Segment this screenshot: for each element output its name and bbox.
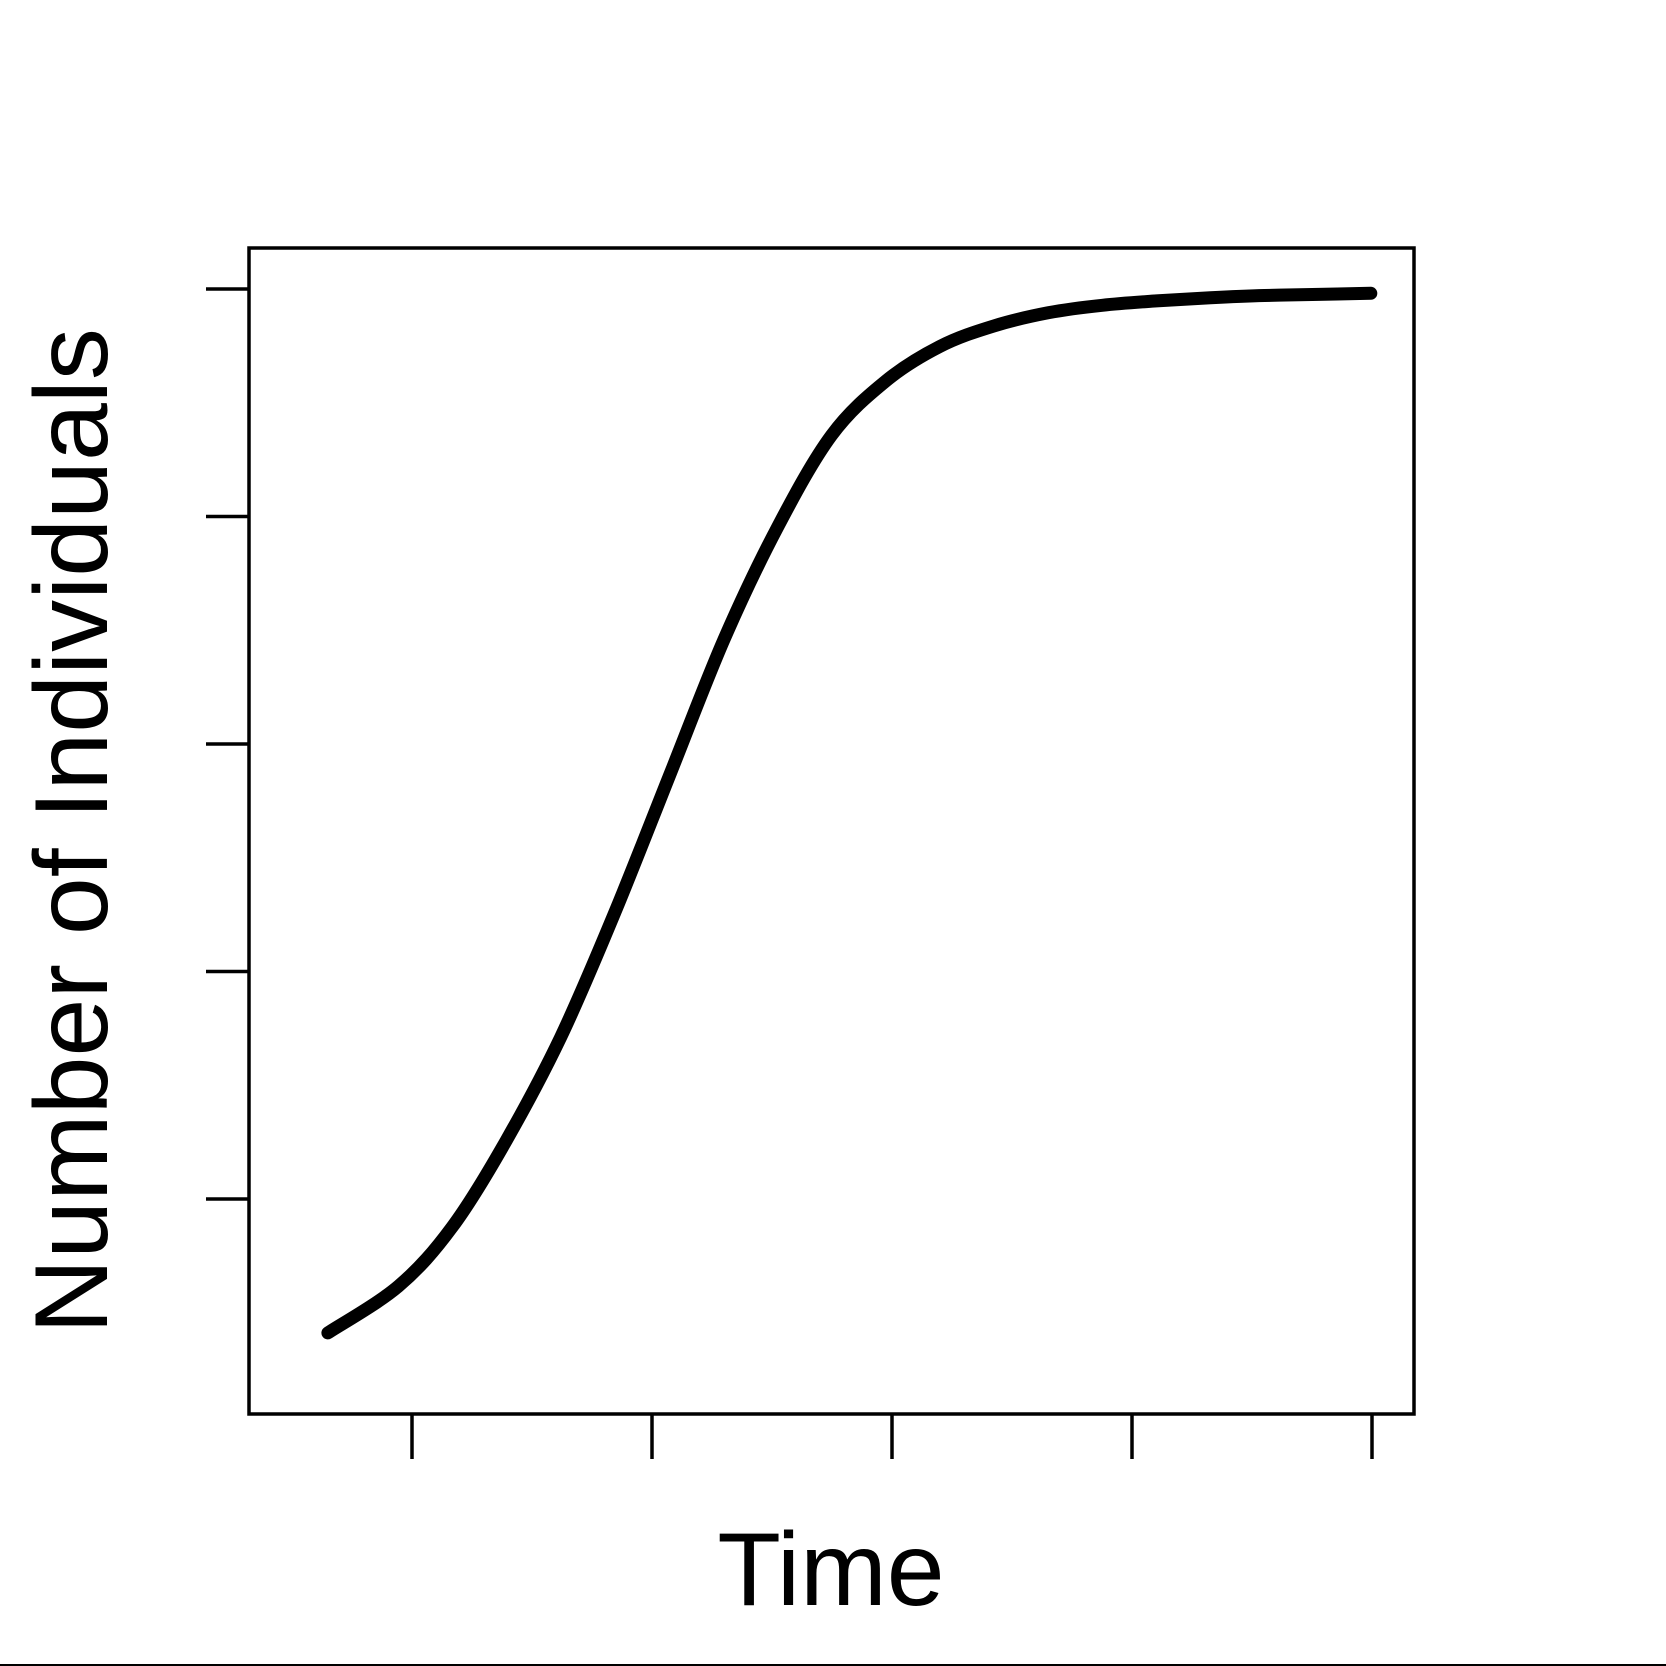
x-axis-ticks [410, 1414, 1374, 1459]
y-axis-ticks [206, 287, 249, 1201]
growth-curve-line [321, 286, 1378, 1340]
plot-frame [247, 246, 1416, 1416]
y-axis-title: Number of Individuals [14, 328, 130, 1334]
x-axis-title: Time [717, 1512, 944, 1628]
